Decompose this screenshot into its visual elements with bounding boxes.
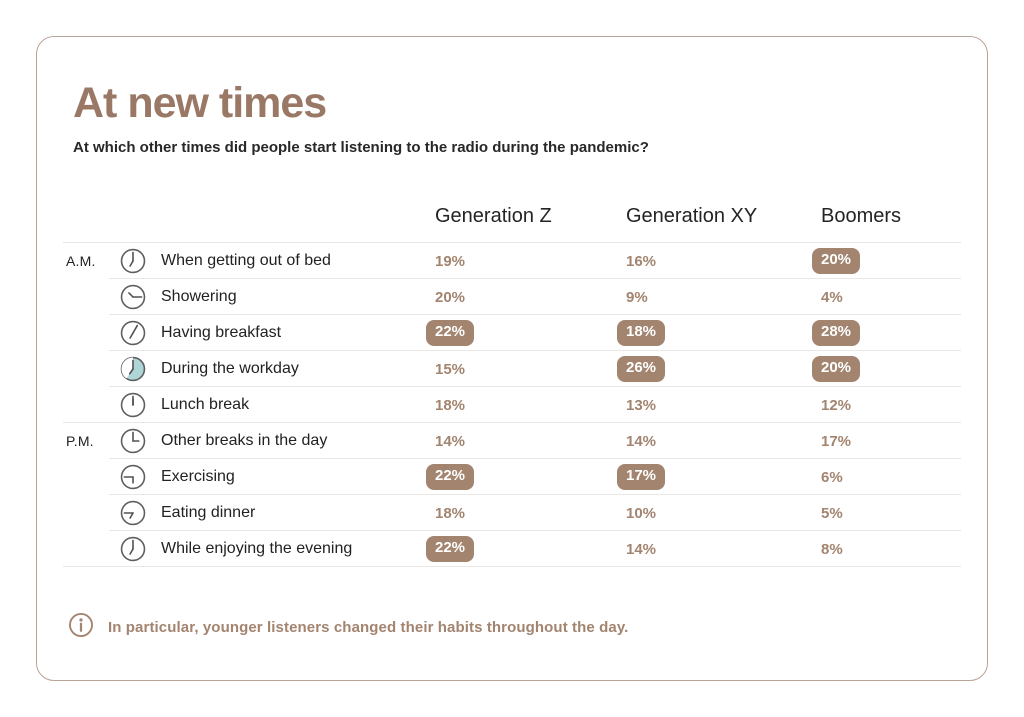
table-row: Exercising 22% 17% 6%: [63, 459, 961, 496]
clock-evening-icon: [119, 535, 161, 563]
listening-times-table: Generation Z Generation XY Boomers A.M. W…: [63, 202, 961, 568]
highlighted-value-badge: 22%: [426, 536, 475, 562]
column-header-boomers: Boomers: [821, 205, 902, 228]
table-row: P.M. Other breaks in the day 14% 14% 17%: [63, 423, 961, 460]
column-header-generation-z: Generation Z: [435, 205, 552, 228]
table-row: During the workday 15% 26% 20%: [63, 351, 961, 388]
value-generation-z: 22%: [426, 536, 626, 562]
table-row: Showering 20% 9% 4%: [63, 279, 961, 316]
value-generation-z: 22%: [426, 464, 626, 490]
highlighted-value-badge: 20%: [812, 248, 861, 274]
footnote: In particular, younger listeners changed…: [67, 611, 951, 644]
clock-three-pm-icon: [119, 427, 161, 455]
value-boomers: 4%: [821, 288, 843, 306]
table-row: Having breakfast 22% 18% 28%: [63, 315, 961, 352]
value-boomers: 6%: [821, 468, 843, 486]
period-label: P.M.: [66, 433, 94, 450]
clock-exercising-icon: [119, 463, 161, 491]
table-row: While enjoying the evening 22% 14% 8%: [63, 531, 961, 568]
clock-dinner-icon: [119, 499, 161, 527]
clock-workday-filled-icon: [119, 355, 161, 383]
value-generation-z: 22%: [426, 320, 626, 346]
highlighted-value-badge: 28%: [812, 320, 861, 346]
activity-label: Other breaks in the day: [161, 432, 328, 450]
value-generation-xy: 10%: [626, 504, 657, 522]
clock-noon-icon: [119, 391, 161, 419]
highlighted-value-badge: 22%: [426, 320, 475, 346]
highlighted-value-badge: 20%: [812, 356, 861, 382]
column-header-generation-xy: Generation XY: [626, 205, 758, 228]
table-top-divider: [63, 242, 961, 244]
value-boomers: 28%: [812, 320, 961, 346]
value-generation-z: 18%: [435, 504, 466, 522]
value-generation-z: 14%: [435, 432, 466, 450]
infographic-card: At new times At which other times did pe…: [36, 36, 988, 681]
value-boomers: 20%: [812, 356, 961, 382]
value-generation-xy: 14%: [626, 540, 657, 558]
table-body: A.M. When getting out of bed 19% 16% 20% Show…: [63, 243, 961, 568]
value-generation-xy: 9%: [626, 288, 648, 306]
clock-showering-icon: [119, 283, 161, 311]
period-label: A.M.: [66, 253, 96, 270]
value-generation-xy: 17%: [617, 464, 821, 490]
activity-label: Exercising: [161, 468, 235, 486]
activity-label: Having breakfast: [161, 324, 282, 342]
value-generation-z: 20%: [435, 288, 466, 306]
value-generation-xy: 18%: [617, 320, 821, 346]
subtitle: At which other times did people start li…: [73, 139, 649, 157]
activity-label: Showering: [161, 288, 237, 306]
value-generation-z: 18%: [435, 396, 466, 414]
activity-label: When getting out of bed: [161, 252, 331, 270]
value-generation-xy: 16%: [626, 252, 657, 270]
highlighted-value-badge: 18%: [617, 320, 666, 346]
activity-label: Eating dinner: [161, 504, 256, 522]
value-boomers: 17%: [821, 432, 852, 450]
info-icon: [67, 611, 95, 644]
value-generation-xy: 14%: [626, 432, 657, 450]
highlighted-value-badge: 26%: [617, 356, 666, 382]
activity-label: During the workday: [161, 360, 299, 378]
footnote-text: In particular, younger listeners changed…: [108, 619, 629, 637]
value-generation-z: 15%: [435, 360, 466, 378]
activity-label: While enjoying the evening: [161, 540, 353, 558]
activity-label: Lunch break: [161, 396, 250, 414]
highlighted-value-badge: 17%: [617, 464, 666, 490]
table-row: Lunch break 18% 13% 12%: [63, 387, 961, 424]
value-boomers: 8%: [821, 540, 843, 558]
value-boomers: 20%: [812, 248, 961, 274]
value-boomers: 5%: [821, 504, 843, 522]
table-row: A.M. When getting out of bed 19% 16% 20%: [63, 243, 961, 280]
highlighted-value-badge: 22%: [426, 464, 475, 490]
value-boomers: 12%: [821, 396, 852, 414]
value-generation-xy: 13%: [626, 396, 657, 414]
value-generation-xy: 26%: [617, 356, 821, 382]
value-generation-z: 19%: [435, 252, 466, 270]
page-title: At new times: [73, 79, 327, 127]
table-header-row: Generation Z Generation XY Boomers: [63, 202, 961, 234]
clock-breakfast-icon: [119, 319, 161, 347]
table-row: Eating dinner 18% 10% 5%: [63, 495, 961, 532]
clock-seven-am-icon: [119, 247, 161, 275]
